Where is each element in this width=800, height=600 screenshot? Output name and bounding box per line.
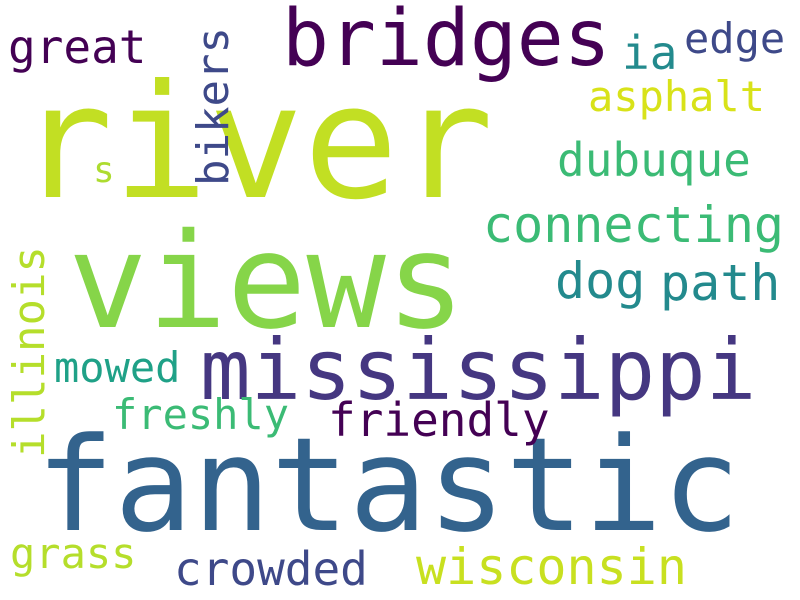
word-dog: dog	[555, 252, 646, 310]
word-s: s	[93, 150, 115, 191]
word-grass: grass	[10, 529, 137, 578]
word-illinois: illinois	[4, 246, 55, 458]
word-river: river	[18, 51, 494, 235]
word-mississippi: mississippi	[200, 321, 757, 419]
word-freshly: freshly	[112, 390, 290, 439]
word-fantastic: fantastic	[36, 409, 741, 561]
word-path: path	[660, 254, 781, 312]
word-bikers: bikers	[188, 27, 239, 186]
word-views: views	[68, 205, 466, 359]
word-connecting: connecting	[483, 196, 785, 254]
word-dubuque: dubuque	[557, 133, 751, 187]
word-edge: edge	[684, 14, 786, 63]
word-mowed: mowed	[54, 343, 181, 392]
word-wisconsin: wisconsin	[416, 538, 687, 596]
word-friendly: friendly	[328, 393, 550, 447]
word-crowded: crowded	[174, 542, 368, 596]
word-asphalt: asphalt	[588, 72, 766, 121]
word-ia: ia	[622, 26, 678, 80]
word-bridges: bridges	[282, 0, 611, 84]
word-great: great	[8, 20, 147, 74]
